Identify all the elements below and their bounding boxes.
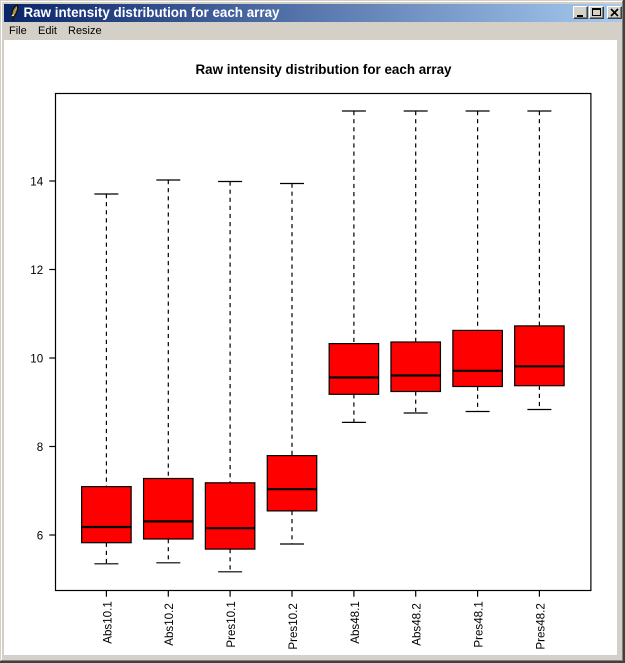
- svg-text:Abs10.2: Abs10.2: [163, 603, 176, 646]
- svg-text:Abs48.1: Abs48.1: [349, 601, 362, 644]
- svg-text:12: 12: [30, 264, 43, 277]
- svg-text:Pres10.1: Pres10.1: [225, 601, 238, 647]
- svg-text:Pres48.1: Pres48.1: [473, 601, 486, 647]
- svg-text:6: 6: [37, 529, 43, 542]
- svg-text:Abs48.2: Abs48.2: [411, 603, 424, 646]
- svg-text:Pres10.2: Pres10.2: [287, 603, 300, 649]
- svg-text:10: 10: [30, 352, 43, 365]
- svg-text:Pres48.2: Pres48.2: [534, 603, 547, 649]
- svg-text:14: 14: [30, 175, 43, 188]
- svg-text:8: 8: [37, 441, 43, 454]
- svg-text:Raw intensity distribution for: Raw intensity distribution for each arra…: [196, 62, 453, 77]
- svg-text:Abs10.1: Abs10.1: [101, 601, 114, 644]
